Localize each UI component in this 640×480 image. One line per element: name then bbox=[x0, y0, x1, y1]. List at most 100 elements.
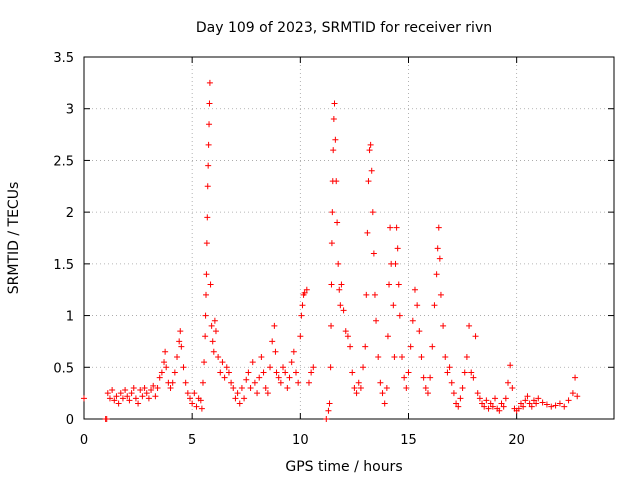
data-point bbox=[434, 245, 441, 252]
data-point bbox=[290, 348, 297, 355]
x-tick-label: 5 bbox=[188, 433, 196, 448]
data-point bbox=[104, 390, 111, 397]
data-point bbox=[433, 271, 440, 278]
data-point bbox=[109, 387, 116, 394]
data-point bbox=[522, 397, 529, 404]
data-point bbox=[366, 147, 373, 154]
data-point bbox=[208, 322, 215, 329]
data-point bbox=[180, 364, 187, 371]
data-point bbox=[367, 141, 374, 148]
data-point bbox=[119, 395, 126, 402]
data-point bbox=[288, 359, 295, 366]
data-point bbox=[230, 384, 237, 391]
data-point bbox=[387, 224, 394, 231]
data-point bbox=[203, 240, 210, 247]
data-point bbox=[204, 183, 211, 190]
data-point bbox=[205, 162, 212, 169]
data-point bbox=[401, 374, 408, 381]
data-point bbox=[132, 395, 139, 402]
data-point bbox=[126, 397, 133, 404]
data-point bbox=[280, 364, 287, 371]
data-point bbox=[399, 353, 405, 360]
data-point bbox=[135, 400, 142, 407]
y-tick-label: 0 bbox=[66, 413, 74, 428]
data-point bbox=[161, 359, 168, 366]
data-point bbox=[323, 416, 330, 422]
data-point bbox=[507, 362, 514, 369]
data-point bbox=[370, 250, 377, 257]
data-point bbox=[269, 338, 276, 345]
data-point bbox=[197, 397, 204, 404]
data-point bbox=[543, 401, 550, 408]
data-point bbox=[262, 384, 269, 391]
data-point bbox=[326, 400, 333, 407]
data-point bbox=[331, 100, 338, 107]
data-point bbox=[535, 395, 542, 402]
data-point bbox=[479, 400, 486, 407]
data-point bbox=[141, 384, 148, 391]
y-tick-label: 3 bbox=[66, 103, 74, 118]
data-point bbox=[409, 317, 416, 324]
y-tick-label: 0.5 bbox=[53, 361, 74, 376]
y-tick-label: 2.5 bbox=[53, 154, 74, 169]
data-point bbox=[282, 369, 289, 376]
data-point bbox=[528, 403, 535, 410]
data-point bbox=[395, 281, 402, 288]
data-point bbox=[429, 343, 436, 350]
data-point bbox=[457, 395, 464, 402]
data-point bbox=[342, 328, 349, 335]
data-point bbox=[221, 374, 228, 381]
data-point bbox=[435, 224, 442, 231]
data-point bbox=[474, 390, 481, 397]
data-point bbox=[264, 390, 271, 397]
data-point bbox=[106, 395, 113, 402]
data-point bbox=[189, 400, 196, 407]
data-point bbox=[459, 384, 466, 391]
data-point bbox=[472, 333, 479, 340]
data-point bbox=[403, 384, 410, 391]
data-point bbox=[485, 405, 492, 412]
data-point bbox=[418, 353, 425, 360]
data-point bbox=[232, 395, 239, 402]
data-point bbox=[115, 400, 122, 407]
data-point bbox=[206, 121, 213, 128]
data-point bbox=[414, 302, 421, 309]
data-point bbox=[139, 393, 146, 400]
data-point bbox=[167, 384, 174, 391]
data-point bbox=[500, 403, 507, 410]
data-point bbox=[215, 353, 222, 360]
data-point bbox=[390, 302, 397, 309]
data-point bbox=[520, 403, 527, 410]
data-point bbox=[424, 390, 431, 397]
data-point bbox=[145, 395, 152, 402]
data-point bbox=[198, 405, 205, 412]
data-point bbox=[193, 403, 200, 410]
data-point bbox=[440, 322, 447, 329]
data-point bbox=[203, 291, 210, 298]
data-point bbox=[247, 384, 254, 391]
data-point bbox=[206, 100, 213, 107]
y-tick-label: 1.5 bbox=[53, 258, 74, 273]
data-points bbox=[81, 79, 581, 422]
data-point bbox=[258, 353, 265, 360]
data-point bbox=[347, 343, 354, 350]
data-point bbox=[338, 281, 345, 288]
data-point bbox=[530, 397, 537, 404]
data-point bbox=[556, 400, 563, 407]
data-point bbox=[363, 291, 370, 298]
data-point bbox=[236, 400, 243, 407]
x-tick-label: 10 bbox=[292, 433, 309, 448]
data-point bbox=[463, 353, 470, 360]
data-point bbox=[509, 384, 516, 391]
data-point bbox=[303, 286, 310, 293]
data-point bbox=[245, 369, 252, 376]
data-point bbox=[111, 397, 118, 404]
data-point bbox=[461, 369, 468, 376]
data-point bbox=[517, 400, 524, 407]
data-point bbox=[295, 379, 302, 386]
y-axis-label: SRMTID / TECUs bbox=[6, 182, 22, 295]
data-point bbox=[328, 322, 335, 329]
data-point bbox=[502, 395, 509, 402]
data-point bbox=[498, 400, 505, 407]
